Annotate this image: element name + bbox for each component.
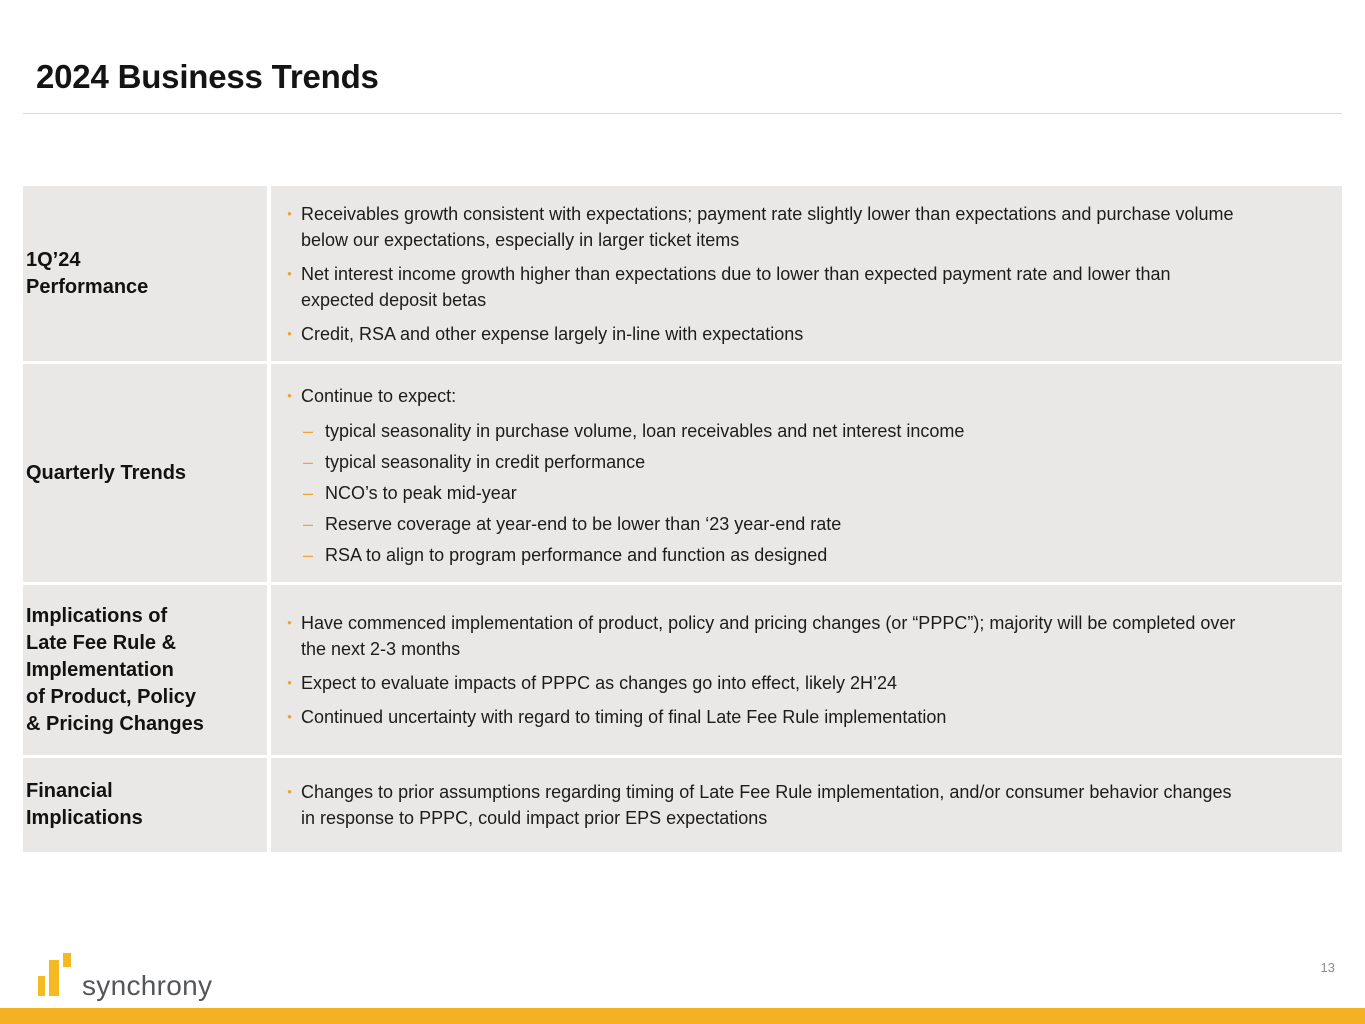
- sub-bullet-item: – Reserve coverage at year-end to be low…: [301, 511, 1241, 537]
- row-content: • Continue to expect: – typical seasonal…: [271, 364, 1342, 582]
- bullet-text: Changes to prior assumptions regarding t…: [301, 782, 1232, 828]
- page-title: 2024 Business Trends: [36, 58, 379, 95]
- bottom-accent-bar: [0, 1008, 1365, 1024]
- row-content: • Receivables growth consistent with exp…: [271, 186, 1342, 361]
- bullet-text: Receivables growth consistent with expec…: [301, 203, 1234, 250]
- sub-bullet-text: typical seasonality in purchase volume, …: [325, 420, 965, 441]
- bullet-item: • Net interest income growth higher than…: [278, 261, 1238, 313]
- bullet-text: Continue to expect:: [301, 385, 457, 406]
- label-line: Implications: [26, 807, 143, 829]
- bullet-icon: •: [287, 675, 292, 690]
- synchrony-logo-bars-icon: [38, 953, 74, 1001]
- sub-bullet-item: – typical seasonality in credit performa…: [301, 449, 1241, 475]
- sub-bullet-text: RSA to align to program performance and …: [325, 544, 828, 565]
- bullet-icon: •: [287, 325, 292, 341]
- bullet-text: Expect to evaluate impacts of PPPC as ch…: [301, 673, 897, 693]
- title-rule: [23, 113, 1342, 114]
- sub-bullet-item: – NCO’s to peak mid-year: [301, 480, 1241, 506]
- footer: synchrony: [38, 953, 212, 1001]
- bullet-icon: •: [287, 784, 292, 799]
- sub-bullet-text: NCO’s to peak mid-year: [325, 482, 517, 503]
- bullet-item: • Continued uncertainty with regard to t…: [278, 704, 1238, 730]
- row-content: • Have commenced implementation of produ…: [271, 585, 1342, 755]
- row-label: Financial Implications: [23, 758, 267, 852]
- label-line: Late Fee Rule &: [26, 631, 177, 654]
- bullet-text: Have commenced implementation of product…: [301, 613, 1236, 659]
- bullet-text: Net interest income growth higher than e…: [301, 263, 1171, 310]
- logo-text: synchrony: [82, 970, 213, 1001]
- label-line: Performance: [26, 275, 149, 298]
- bullet-icon: •: [287, 615, 292, 630]
- bullet-icon: •: [287, 205, 292, 221]
- bullet-icon: •: [287, 709, 292, 724]
- bullet-item: • Credit, RSA and other expense largely …: [278, 321, 1238, 347]
- bullet-icon: •: [287, 387, 292, 403]
- bullet-text: Continued uncertainty with regard to tim…: [301, 707, 947, 727]
- bullet-text: Credit, RSA and other expense largely in…: [301, 323, 804, 344]
- dash-icon: –: [303, 451, 314, 472]
- bullet-icon: •: [287, 265, 292, 281]
- row-content: • Changes to prior assumptions regarding…: [271, 758, 1342, 852]
- label-line: of Product, Policy: [26, 685, 197, 708]
- sub-bullet-item: – typical seasonality in purchase volume…: [301, 418, 1241, 444]
- sub-bullet-text: typical seasonality in credit performanc…: [325, 451, 646, 472]
- dash-icon: –: [303, 544, 314, 565]
- dash-icon: –: [303, 482, 314, 503]
- bullet-item: • Continue to expect:: [278, 383, 1238, 409]
- bullet-item: • Have commenced implementation of produ…: [278, 610, 1238, 662]
- table-row: Quarterly Trends • Continue to expect: –…: [23, 364, 1342, 582]
- label-line: Financial: [26, 780, 113, 802]
- bullet-item: • Expect to evaluate impacts of PPPC as …: [278, 670, 1238, 696]
- label-line: Implications of: [26, 604, 168, 627]
- dash-icon: –: [303, 420, 314, 441]
- table-row: Financial Implications • Changes to prio…: [23, 758, 1342, 852]
- trends-table: 1Q’24 Performance • Receivables growth c…: [23, 186, 1342, 852]
- row-label: 1Q’24 Performance: [23, 186, 267, 361]
- page-number: 13: [1320, 960, 1335, 975]
- label-line: 1Q’24: [26, 248, 81, 271]
- table-row: Implications of Late Fee Rule & Implemen…: [23, 585, 1342, 755]
- label-line: & Pricing Changes: [26, 712, 204, 735]
- label-line: Implementation: [26, 658, 174, 681]
- bullet-item: • Changes to prior assumptions regarding…: [278, 779, 1238, 831]
- row-label: Implications of Late Fee Rule & Implemen…: [23, 585, 267, 755]
- sub-bullet-item: – RSA to align to program performance an…: [301, 542, 1241, 568]
- label-line: Quarterly Trends: [26, 461, 187, 484]
- dash-icon: –: [303, 513, 314, 534]
- table-row: 1Q’24 Performance • Receivables growth c…: [23, 186, 1342, 361]
- sub-bullet-text: Reserve coverage at year-end to be lower…: [325, 513, 842, 534]
- bullet-item: • Receivables growth consistent with exp…: [278, 201, 1238, 253]
- row-label: Quarterly Trends: [23, 364, 267, 582]
